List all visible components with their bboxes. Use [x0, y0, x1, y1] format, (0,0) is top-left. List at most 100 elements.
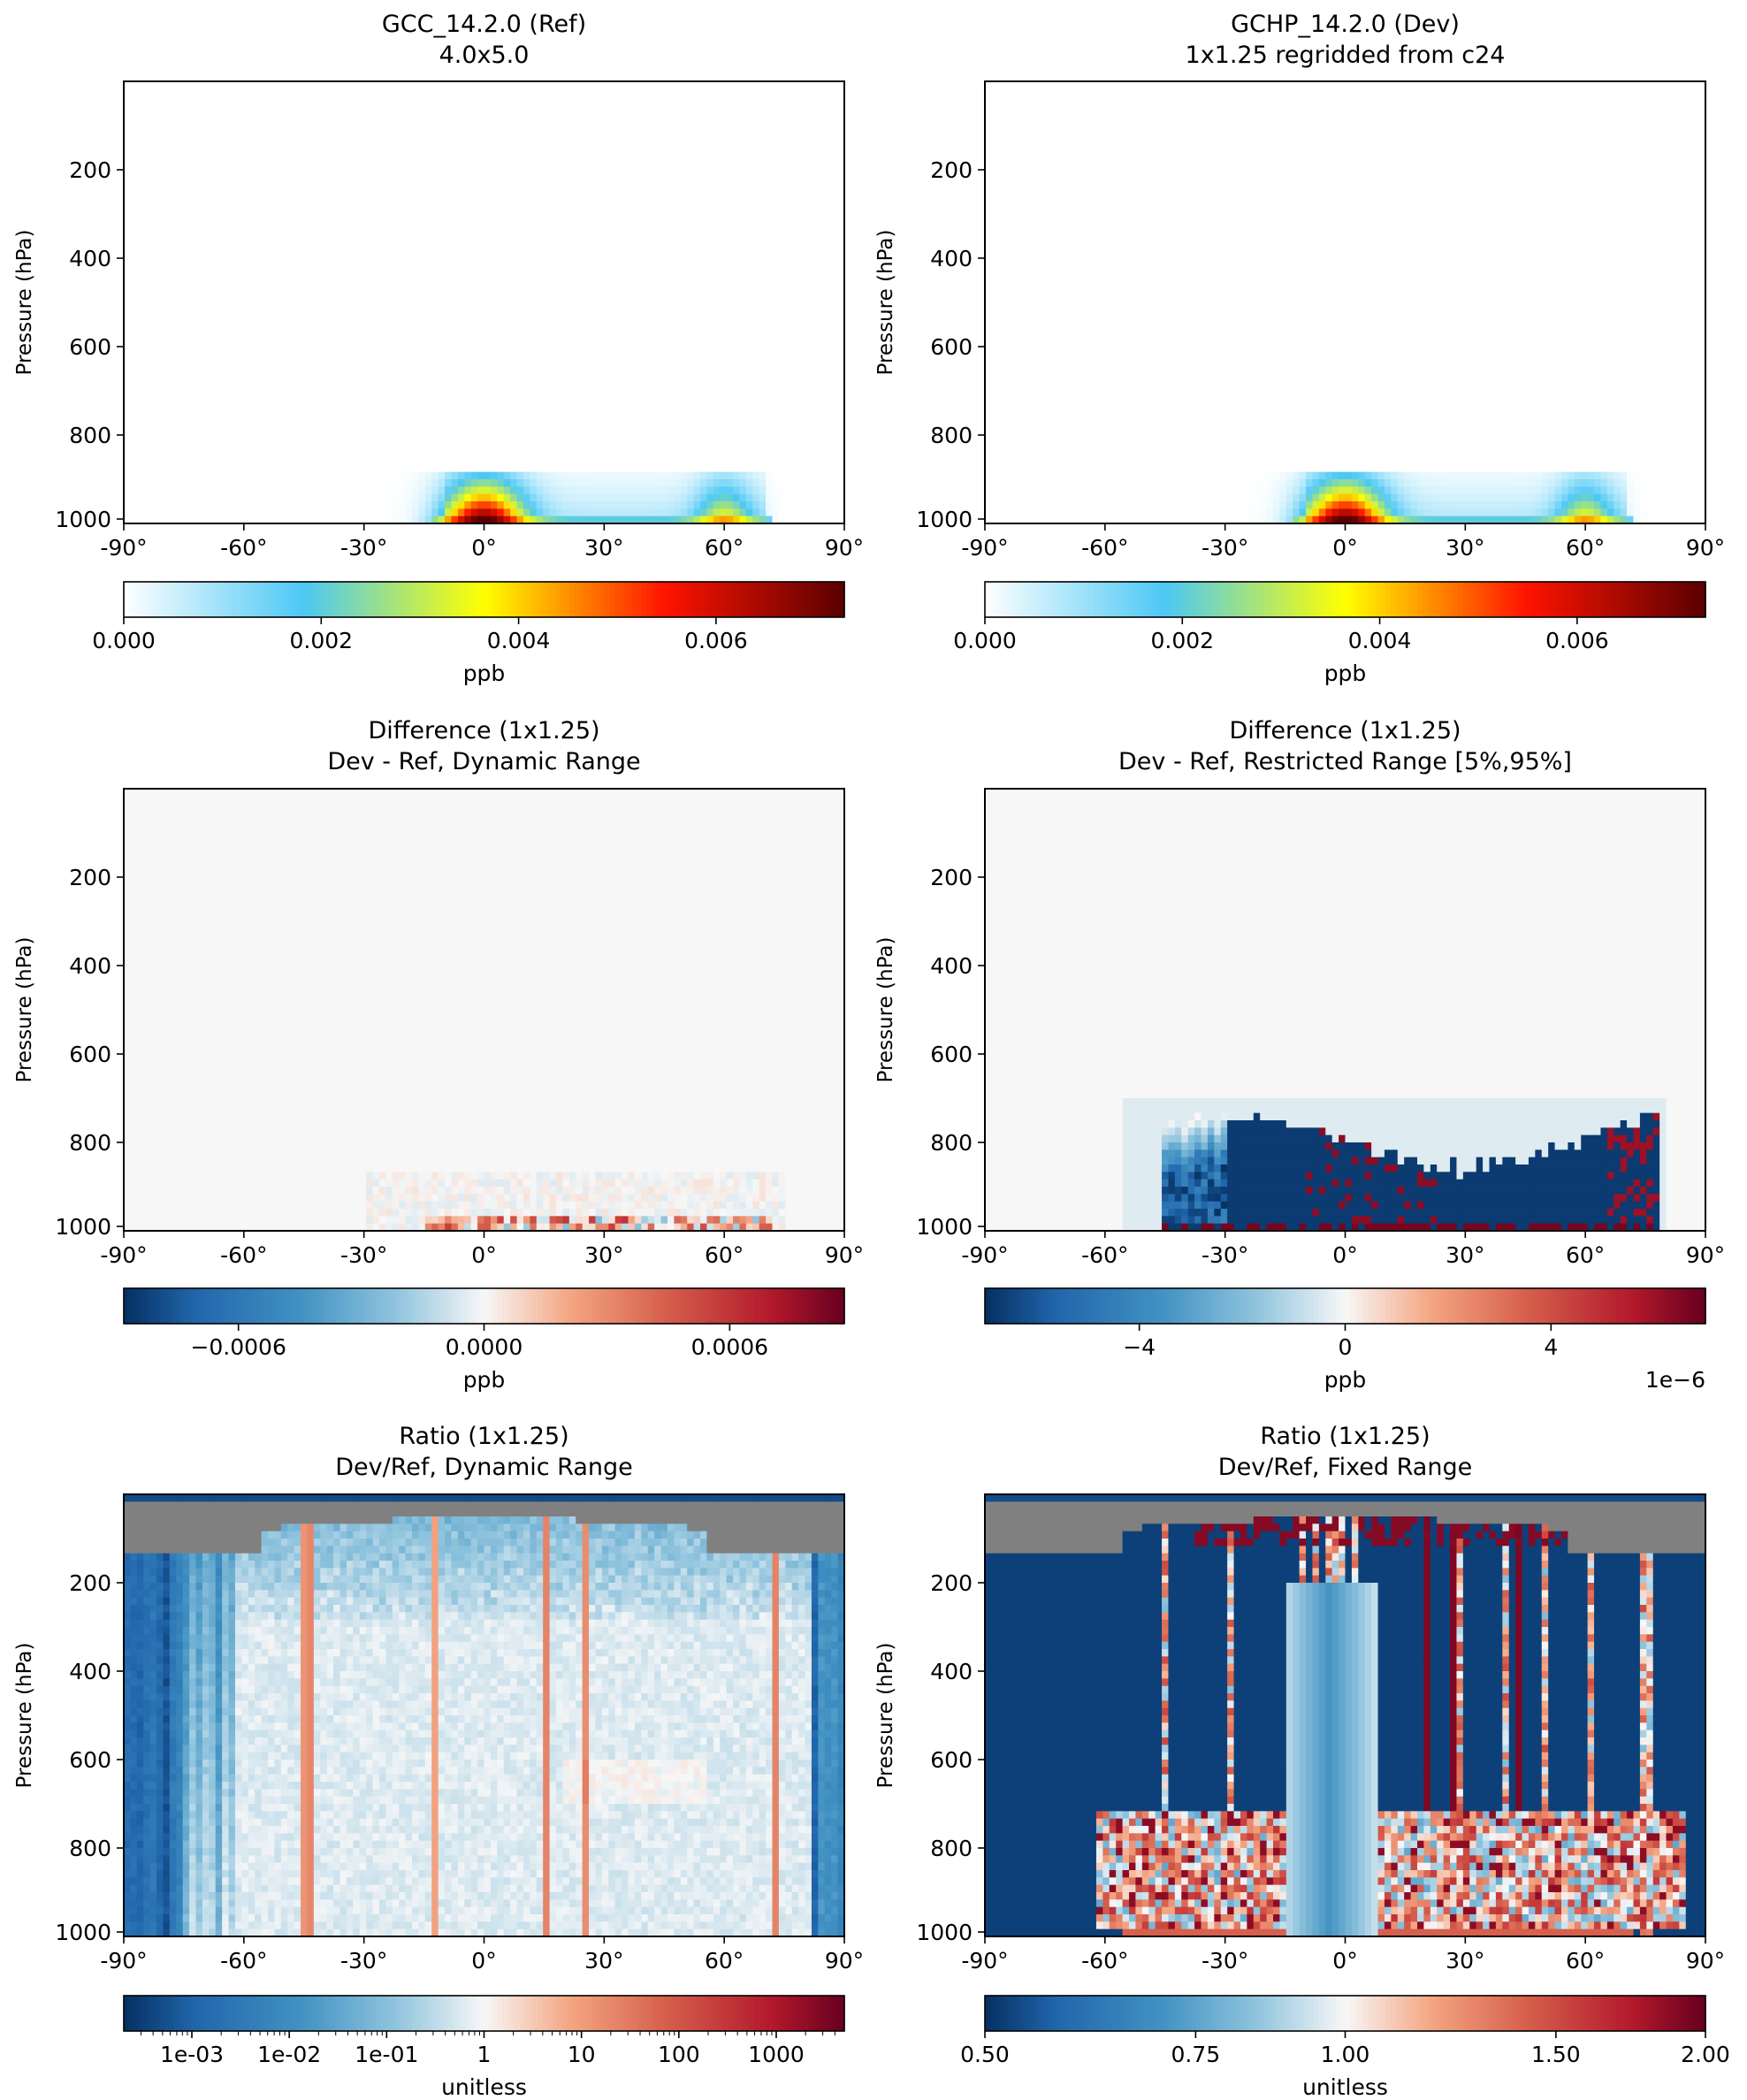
heatmap-cell	[333, 111, 340, 118]
heatmap-cell	[170, 354, 177, 362]
heatmap-cell	[281, 243, 288, 251]
heatmap-cell	[156, 280, 164, 288]
heatmap-cell	[196, 325, 203, 332]
heatmap-cell	[385, 442, 393, 450]
heatmap-cell	[333, 141, 340, 149]
heatmap-cell	[347, 287, 354, 295]
heatmap-cell	[281, 384, 288, 392]
heatmap-cell	[307, 450, 314, 458]
heatmap-cell	[347, 207, 354, 215]
heatmap-cell	[373, 376, 380, 384]
heatmap-cell	[248, 479, 256, 487]
heatmap-cell	[137, 81, 144, 89]
heatmap-cell	[163, 170, 170, 178]
heatmap-cell	[445, 118, 452, 126]
heatmap-cell	[431, 148, 439, 156]
heatmap-cell	[189, 118, 196, 126]
heatmap-cell	[130, 265, 137, 273]
heatmap-cell	[176, 280, 183, 288]
heatmap-cell	[216, 251, 223, 259]
heatmap-cell	[425, 155, 432, 163]
heatmap-cell	[458, 384, 465, 392]
heatmap-cell	[307, 354, 314, 362]
heatmap-cell	[399, 258, 406, 266]
heatmap-cell	[307, 369, 314, 377]
heatmap-cell	[458, 265, 465, 273]
heatmap-cell	[360, 133, 367, 141]
heatmap-cell	[229, 199, 236, 207]
heatmap-cell	[189, 81, 196, 89]
heatmap-cell	[445, 148, 452, 156]
heatmap-cell	[222, 236, 229, 244]
heatmap-cell	[314, 258, 321, 266]
heatmap-cell	[477, 472, 484, 480]
heatmap-cell	[373, 170, 380, 178]
heatmap-cell	[425, 332, 432, 340]
heatmap-cell	[360, 479, 367, 487]
heatmap-cell	[484, 199, 492, 207]
heatmap-cell	[418, 170, 425, 178]
heatmap-cell	[176, 287, 183, 295]
heatmap-cell	[301, 287, 308, 295]
heatmap-cell	[274, 494, 281, 502]
heatmap-cell	[274, 508, 281, 516]
heatmap-cell	[156, 406, 164, 414]
heatmap-cell	[373, 251, 380, 259]
heatmap-cell	[262, 464, 269, 472]
heatmap-cell	[137, 354, 144, 362]
heatmap-cell	[216, 141, 223, 149]
heatmap-cell	[451, 340, 458, 347]
heatmap-cell	[393, 354, 400, 362]
heatmap-cell	[451, 111, 458, 118]
heatmap-cell	[170, 501, 177, 509]
heatmap-cell	[235, 428, 242, 436]
heatmap-cell	[471, 464, 478, 472]
heatmap-cell	[241, 479, 248, 487]
heatmap-cell	[255, 420, 262, 428]
heatmap-cell	[418, 111, 425, 118]
chart-subtitle: 4.0x5.0	[439, 42, 530, 69]
heatmap-cell	[274, 302, 281, 310]
heatmap-cell	[451, 501, 458, 509]
heatmap-cell	[268, 406, 275, 414]
heatmap-cell	[235, 302, 242, 310]
heatmap-cell	[163, 332, 170, 340]
heatmap-cell	[307, 207, 314, 215]
heatmap-cell	[281, 494, 288, 502]
heatmap-cell	[137, 398, 144, 406]
heatmap-cell	[385, 376, 393, 384]
heatmap-cell	[262, 369, 269, 377]
heatmap-cell	[484, 251, 492, 259]
heatmap-cell	[379, 236, 386, 244]
heatmap-cell	[333, 273, 340, 281]
heatmap-cell	[137, 302, 144, 310]
heatmap-cell	[366, 207, 373, 215]
heatmap-cell	[202, 243, 210, 251]
heatmap-cell	[150, 133, 157, 141]
heatmap-cell	[451, 354, 458, 362]
heatmap-cell	[347, 258, 354, 266]
heatmap-cell	[439, 309, 446, 317]
heatmap-cell	[314, 398, 321, 406]
heatmap-cell	[412, 486, 419, 494]
heatmap-cell	[385, 340, 393, 347]
heatmap-cell	[268, 126, 275, 134]
heatmap-cell	[340, 199, 347, 207]
heatmap-cell	[360, 332, 367, 340]
heatmap-cell	[170, 243, 177, 251]
heatmap-cell	[439, 376, 446, 384]
heatmap-cell	[281, 325, 288, 332]
heatmap-cell	[320, 111, 327, 118]
heatmap-cell	[143, 207, 150, 215]
heatmap-cell	[307, 236, 314, 244]
heatmap-cell	[406, 450, 413, 458]
heatmap-cell	[130, 428, 137, 436]
heatmap-cell	[491, 309, 498, 317]
heatmap-cell	[406, 354, 413, 362]
heatmap-cell	[406, 398, 413, 406]
heatmap-cell	[510, 442, 517, 450]
heatmap-cell	[248, 428, 256, 436]
heatmap-cell	[431, 155, 439, 163]
heatmap-cell	[124, 413, 131, 421]
heatmap-cell	[431, 302, 439, 310]
